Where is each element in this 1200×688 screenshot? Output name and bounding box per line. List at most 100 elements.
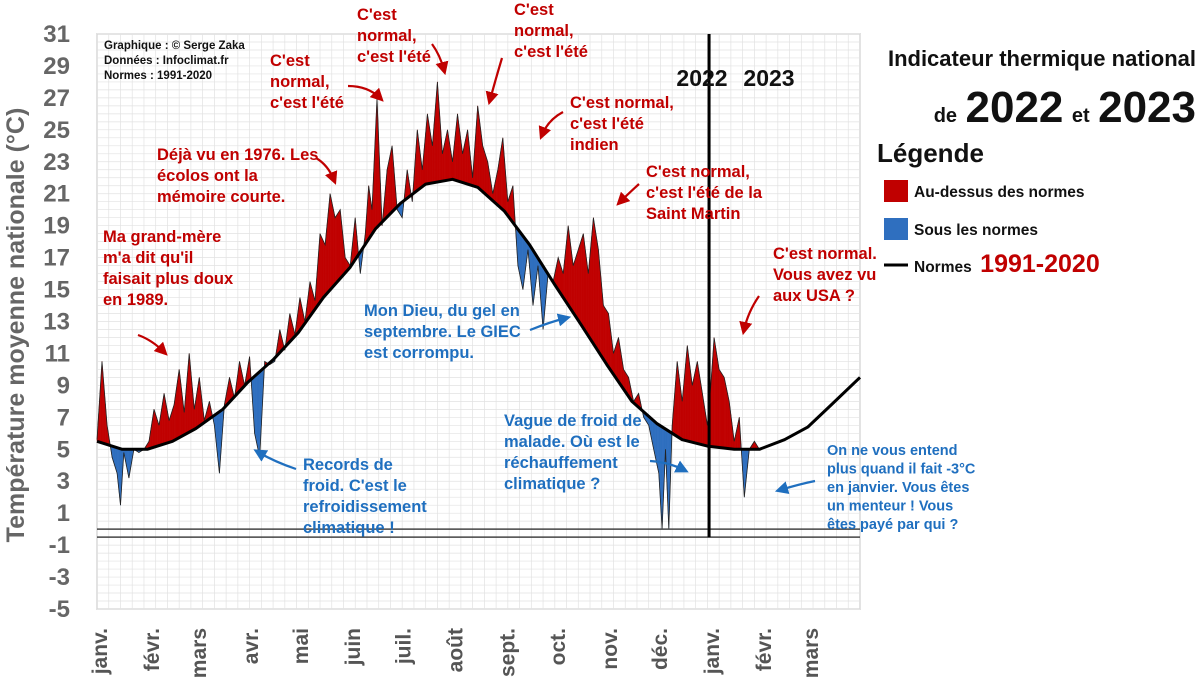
- annotation-line: malade. Où est le: [504, 433, 640, 451]
- x-tick-label: janv.: [701, 628, 724, 675]
- annotation-line: mémoire courte.: [157, 188, 285, 206]
- annotation-arrows: [137, 43, 816, 495]
- fill-above-norm: [578, 244, 581, 324]
- fill-above-norm: [715, 348, 718, 448]
- annotation-line: c'est l'été: [514, 43, 588, 61]
- fill-above-norm: [329, 193, 332, 291]
- annotation-1: Ma grand-mère m'a dit qu'il faisait plus d…: [103, 228, 234, 309]
- fill-above-norm: [319, 233, 322, 303]
- y-tick-label: 19: [43, 213, 70, 240]
- y-tick-label: 11: [45, 340, 70, 367]
- fill-above-norm: [333, 209, 336, 287]
- annotation-arrow: [649, 459, 689, 473]
- zero-axis: [97, 528, 860, 538]
- fill-above-norm: [616, 337, 619, 383]
- annotation-line: C'est normal,: [646, 163, 750, 181]
- x-tick-label: oct.: [547, 628, 570, 665]
- y-tick-label: 21: [43, 181, 70, 208]
- annotation-arrow: [431, 43, 449, 76]
- legend-swatch-below: [884, 218, 908, 240]
- fill-above-norm: [717, 358, 720, 448]
- annotation-8: C'est normal. Vous avez vu aux USA ?: [773, 245, 877, 305]
- x-tick-label: déc.: [649, 628, 672, 670]
- annotation-line: Vous avez vu: [773, 266, 876, 284]
- annotation-line: Mon Dieu, du gel en: [364, 302, 520, 320]
- title-line-2: de 2022 et 2023: [934, 83, 1196, 132]
- annotation-line: en janvier. Vous êtes: [827, 480, 969, 496]
- fill-above-norm: [603, 304, 606, 363]
- annotation-arrow: [616, 183, 640, 206]
- fill-above-norm: [594, 228, 597, 350]
- x-tick-label: févr.: [753, 628, 776, 671]
- legend-title: Légende: [877, 138, 984, 168]
- annotation-line: C'est normal.: [773, 245, 877, 263]
- fill-above-norm: [581, 233, 584, 329]
- x-tick-label: janv.: [89, 628, 112, 675]
- fill-above-norm: [484, 151, 487, 196]
- annotation-line: normal,: [514, 22, 574, 40]
- year-label-2023: 2023: [743, 65, 794, 91]
- fill-above-norm: [573, 260, 576, 317]
- y-tick-label: 29: [43, 53, 70, 80]
- annotation-10: Mon Dieu, du gel en septembre. Le GIEC est…: [364, 302, 521, 362]
- legend-swatch-above: [884, 180, 908, 202]
- y-tick-label: 13: [43, 309, 70, 336]
- title-year-2023: 2023: [1098, 83, 1196, 132]
- y-tick-label: 15: [43, 277, 70, 304]
- fill-above-norm: [574, 254, 577, 319]
- annotation-line: Saint Martin: [646, 205, 740, 223]
- legend-label-norm: Normes 1991-2020: [914, 250, 1100, 278]
- fill-above-norm: [321, 237, 324, 301]
- y-tick-label: 1: [57, 500, 70, 527]
- fill-above-norm: [722, 374, 725, 449]
- credit-graphique: Graphique : © Serge Zaka: [104, 40, 245, 52]
- annotation-arrow: [774, 479, 816, 495]
- x-tick-label: août: [445, 628, 468, 672]
- annotation-line: c'est l'été de la: [646, 184, 763, 202]
- y-tick-label: 17: [43, 245, 70, 272]
- annotation-arrow: [485, 57, 504, 106]
- annotation-line: On ne vous entend: [827, 443, 958, 459]
- y-tick-label: -3: [49, 564, 70, 591]
- annotation-11: Vague de froid de malade. Où est le réchau…: [504, 412, 642, 493]
- x-tick-label: mars: [800, 628, 823, 678]
- annotation-arrow: [529, 313, 572, 332]
- annotation-line: êtes payé par qui ?: [827, 517, 958, 533]
- annotation-line: C'est: [514, 1, 554, 19]
- y-tick-label: 5: [57, 436, 70, 463]
- fill-above-norm: [390, 145, 393, 215]
- annotation-line: c'est l'été: [270, 94, 344, 112]
- annotation-line: C'est: [270, 52, 310, 70]
- fill-above-norm: [693, 369, 696, 444]
- fill-above-norm: [720, 371, 723, 449]
- annotation-line: Déjà vu en 1976. Les: [157, 146, 318, 164]
- fill-above-norm: [579, 238, 582, 327]
- year-labels: 2022 2023: [676, 65, 794, 91]
- x-tick-label: avr.: [240, 628, 263, 664]
- fill-above-norm: [576, 249, 579, 322]
- legend: Légende Au-dessus des normes Sous les no…: [877, 138, 1100, 278]
- annotation-12: On ne vous entend plus quand il fait -3°C…: [827, 443, 976, 533]
- annotation-line: est corrompu.: [364, 344, 474, 362]
- year-label-2022: 2022: [676, 65, 727, 91]
- annotation-line: Vague de froid de: [504, 412, 642, 430]
- annotation-line: indien: [570, 136, 619, 154]
- legend-norm-prefix: Normes: [914, 259, 972, 276]
- fill-above-norm: [482, 145, 485, 194]
- series-lines: [96, 81, 862, 530]
- x-tick-label: sept.: [496, 628, 519, 677]
- title-de: de: [934, 105, 957, 127]
- fill-above-norm: [593, 217, 596, 348]
- fill-above-norm: [336, 211, 339, 283]
- legend-norm-period: 1991-2020: [980, 250, 1100, 278]
- annotation-4: C'est normal, c'est l'été: [357, 6, 431, 66]
- fill-above-norm: [323, 241, 326, 299]
- fill-above-norm: [338, 209, 341, 281]
- title-et: et: [1072, 105, 1090, 127]
- fill-above-norm: [718, 368, 722, 448]
- annotation-arrow: [315, 157, 338, 185]
- annotation-6: C'est normal, c'est l'été indien: [570, 94, 674, 154]
- annotation-line: plus quand il fait -3°C: [827, 462, 976, 478]
- annotation-line: Ma grand-mère: [103, 228, 221, 246]
